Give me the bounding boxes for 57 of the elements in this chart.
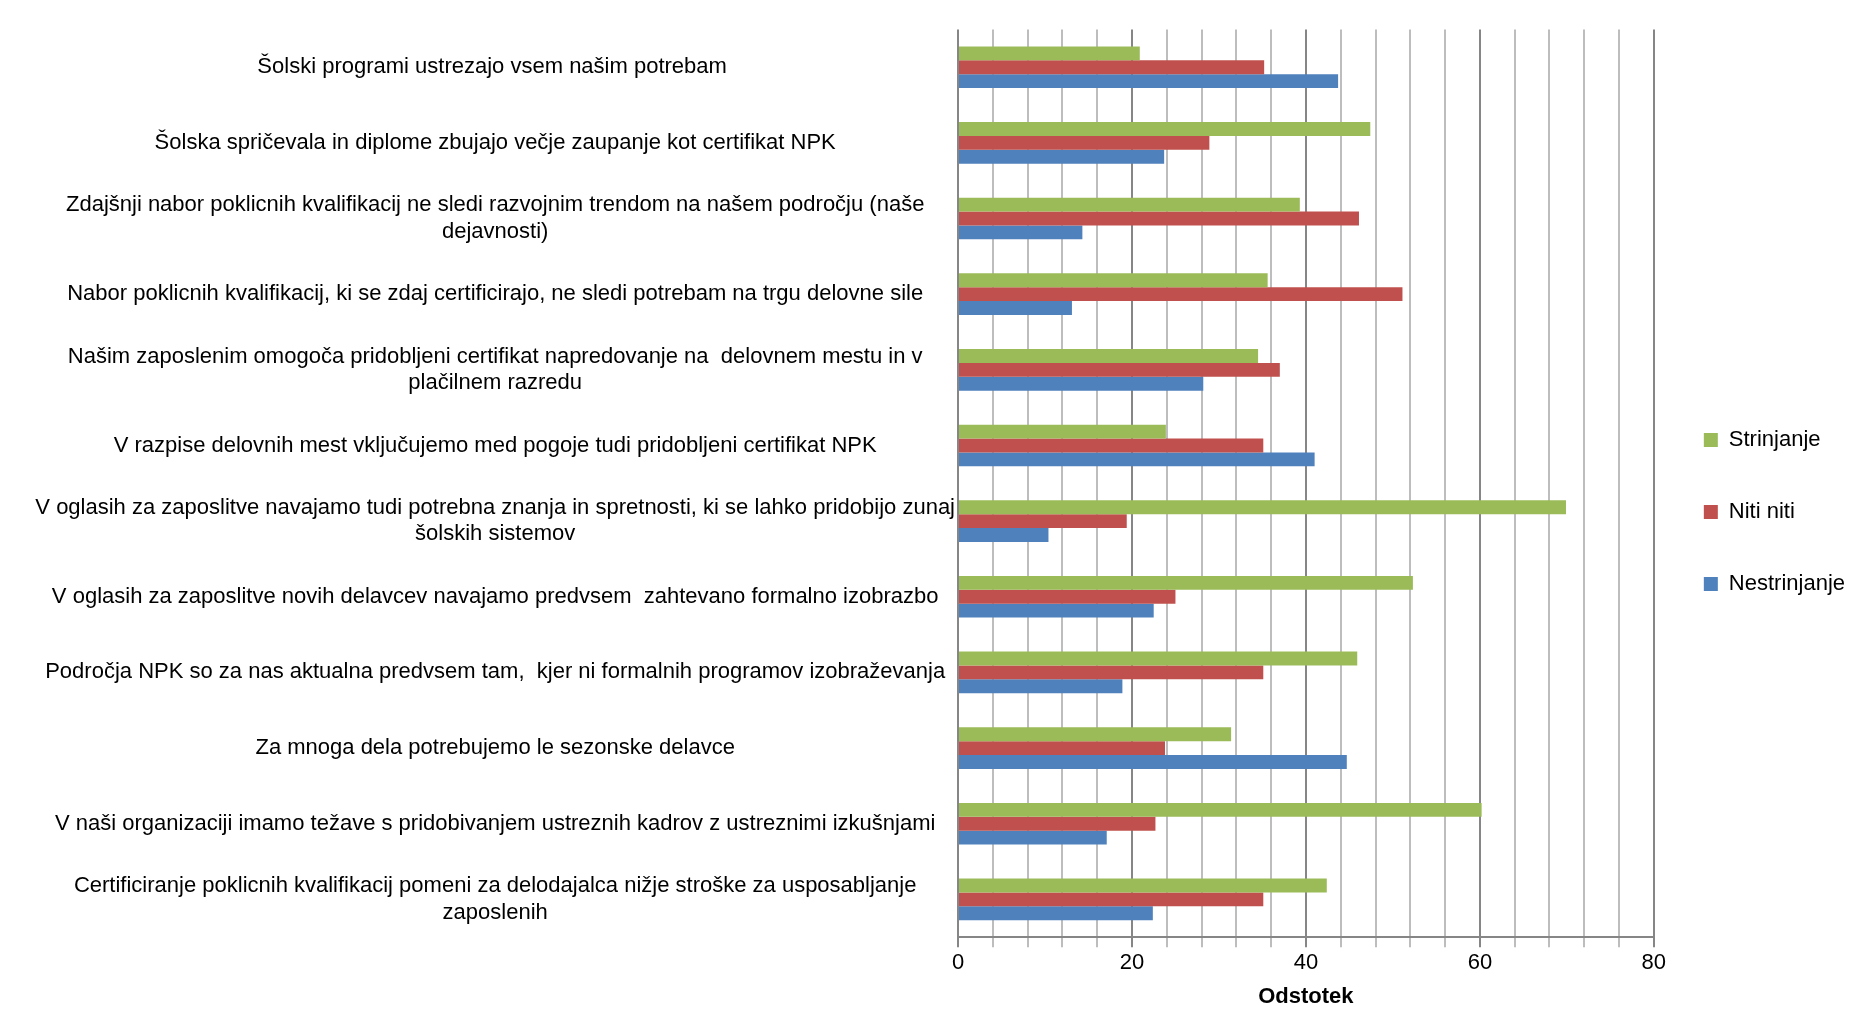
bar — [959, 122, 1371, 136]
y-tick-label: Našim zaposlenim omogoča pridobljeni certifikat napredovanje na delovnem mestu in v plačilnem razredu — [67, 342, 923, 395]
x-tick-label: 0 — [951, 949, 965, 975]
y-tick-label: V oglasih za zaposlitve novih delavcev navajamo predvsem zahtevano formalno izobrazbo — [51, 582, 939, 608]
y-tick-label: V naši organizaciji imamo težave s pridobivanjem ustreznih kadrov z ustreznimi izkušnjami — [54, 809, 936, 835]
bar — [959, 575, 1413, 590]
y-tick-label: Nabor poklicnih kvalifikacij, ki se zdaj certificirajo, ne sledi potrebam na trgu delovne sile — [67, 280, 924, 306]
y-tick-label: Šolski programi ustrezajo vsem našim potrebam — [257, 53, 733, 79]
bar — [959, 135, 1210, 150]
bar — [959, 816, 1156, 831]
y-tick-label: Šolska spričevala in diplome zbujajo večje zaupanje kot certifikat NPK — [154, 128, 837, 154]
bar — [959, 424, 1166, 439]
bar — [959, 452, 1315, 467]
bar — [959, 892, 1264, 907]
bar — [959, 802, 1482, 817]
x-tick-label: 40 — [1293, 949, 1319, 975]
bar — [959, 225, 1083, 240]
y-tick-label: V oglasih za zaposlitve navajamo tudi potrebna znanja in spretnosti, ki se lahko pridobijo zunaj šolskih sistemov — [35, 493, 956, 546]
y-tick-label: Področja NPK so za nas aktualna predvsem tam, kjer ni formalnih programov izobraževanja — [45, 658, 946, 684]
bar — [959, 349, 1259, 363]
y-tick-label: Zdajšnji nabor poklicnih kvalifikacij ne sledi razvojnim trendom na našem področju (naše dejavnosti) — [65, 191, 925, 243]
bar — [959, 830, 1107, 845]
legend-label: Niti niti — [1728, 498, 1795, 524]
legend-label: Strinjanje — [1728, 426, 1821, 452]
legend-label: Nestrinjanje — [1728, 570, 1846, 596]
y-tick-label: Certificiranje poklicnih kvalifikacij pomeni za delodajalca nižje stroške za usposabljanje zaposlenih — [73, 872, 917, 924]
bar — [959, 197, 1300, 212]
bar — [959, 149, 1165, 164]
bar — [959, 589, 1176, 604]
y-tick-label: Za mnoga dela potrebujemo le sezonske delavce — [255, 734, 735, 760]
bar — [959, 376, 1204, 391]
x-tick-label: 20 — [1119, 949, 1145, 975]
bar — [959, 273, 1268, 288]
bar — [959, 679, 1123, 694]
bar — [959, 287, 1403, 302]
bar — [959, 46, 1140, 61]
bar — [959, 362, 1280, 377]
bar — [959, 74, 1339, 89]
x-tick-label: 60 — [1467, 949, 1493, 975]
bar — [959, 500, 1566, 515]
bar — [959, 665, 1264, 680]
bar — [959, 651, 1358, 666]
bar — [959, 741, 1166, 756]
bar — [959, 603, 1154, 618]
x-axis-title: Odstotek — [1258, 982, 1355, 1008]
bar — [959, 528, 1049, 542]
bar — [959, 755, 1347, 769]
bar — [959, 60, 1265, 75]
bar — [959, 301, 1072, 315]
bar — [959, 727, 1232, 742]
y-tick-label: V razpise delovnih mest vključujemo med pogoje tudi pridobljeni certifikat NPK — [113, 431, 878, 457]
x-tick-label: 80 — [1641, 949, 1667, 975]
bar — [959, 211, 1359, 226]
bar — [959, 514, 1127, 529]
bar — [959, 438, 1264, 453]
bar — [959, 878, 1327, 893]
bar — [959, 906, 1153, 921]
